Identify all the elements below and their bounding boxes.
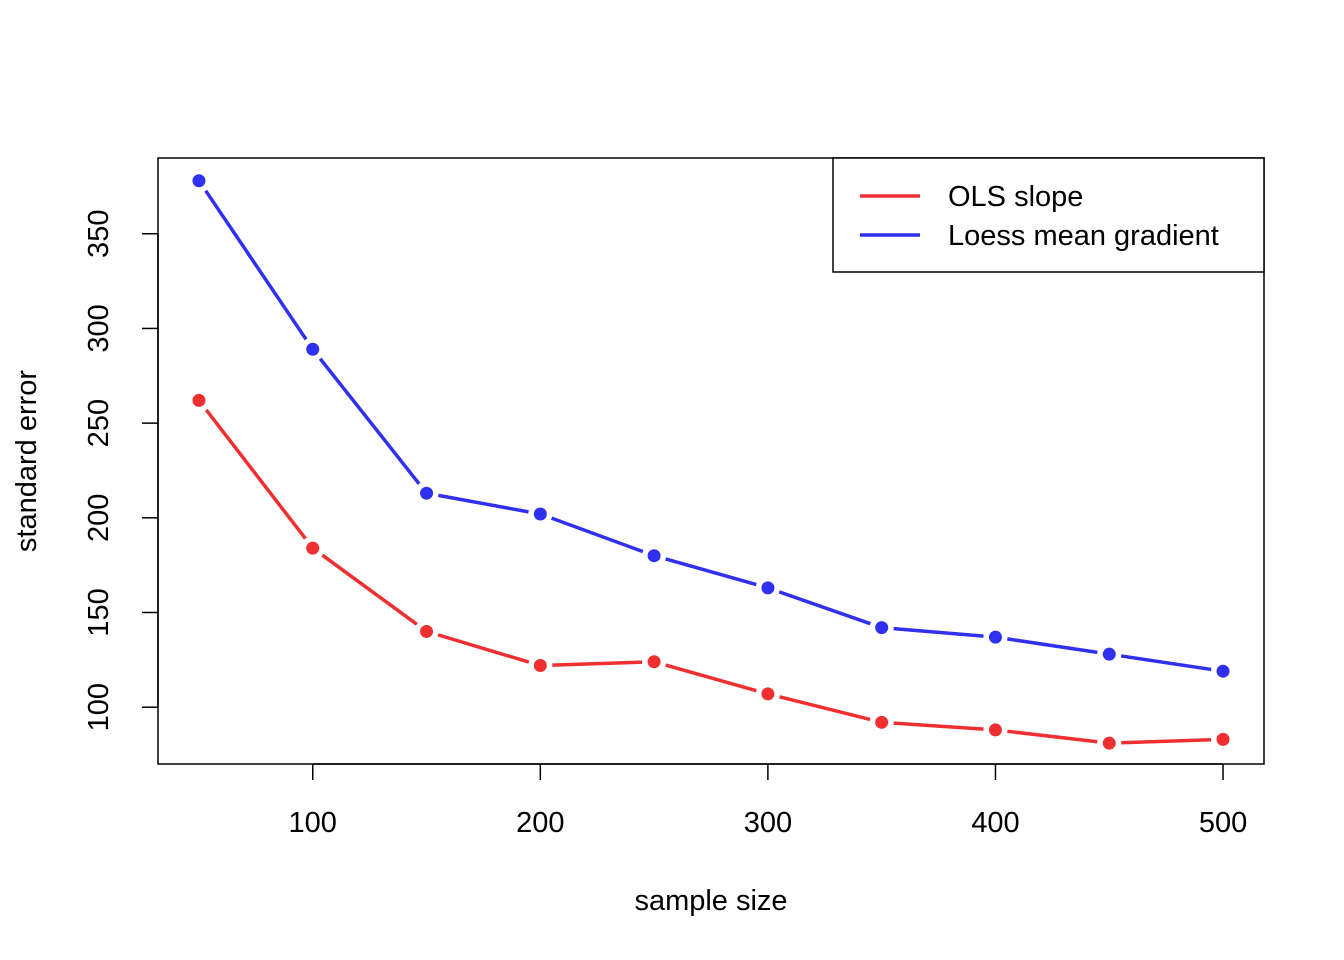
line-segment [204, 189, 308, 341]
series-ols-slope [192, 393, 1230, 750]
x-tick-label: 500 [1199, 807, 1247, 839]
x-axis: 100 200 300 400 500 [289, 763, 1247, 839]
data-point [761, 687, 775, 701]
data-point [533, 507, 547, 521]
legend-label: Loess mean gradient [948, 220, 1219, 252]
data-point [420, 624, 434, 638]
x-tick-label: 100 [289, 807, 337, 839]
data-point [306, 541, 320, 555]
line-segment [893, 721, 984, 731]
data-point [192, 174, 206, 188]
line-segment [665, 663, 757, 693]
legend-label: OLS slope [948, 181, 1083, 213]
line-segment [1121, 738, 1212, 745]
line-segment [437, 633, 530, 664]
data-point [875, 621, 889, 635]
legend: OLS slope Loess mean gradient [832, 157, 1265, 273]
data-point [1216, 732, 1230, 746]
line-segment [1007, 637, 1098, 655]
legend-box [832, 157, 1265, 273]
series-layer [192, 174, 1230, 750]
series-loess-mean-gradient [192, 174, 1230, 678]
data-point [647, 549, 661, 563]
line-segment [1120, 654, 1212, 672]
line-segment [665, 557, 757, 587]
data-point [533, 659, 547, 673]
y-tick-label: 250 [83, 399, 115, 447]
data-point [306, 342, 320, 356]
data-point [647, 655, 661, 669]
data-point [761, 581, 775, 595]
line-segment [204, 408, 307, 540]
line-segment [779, 695, 871, 722]
data-point [1102, 736, 1116, 750]
y-tick-label: 150 [83, 588, 115, 636]
y-axis: 100 150 200 250 300 350 [83, 210, 159, 731]
data-point [420, 486, 434, 500]
line-segment [1007, 729, 1098, 744]
line-segment [778, 590, 871, 626]
line-segment [318, 357, 421, 485]
x-tick-label: 300 [744, 807, 792, 839]
x-tick-label: 200 [516, 807, 564, 839]
x-tick-label: 400 [971, 807, 1019, 839]
x-axis-title: sample size [634, 885, 787, 917]
data-point [192, 393, 206, 407]
data-point [988, 630, 1002, 644]
data-point [875, 715, 889, 729]
y-tick-label: 300 [83, 304, 115, 352]
y-tick-label: 100 [83, 683, 115, 731]
y-axis-title: standard error [11, 370, 43, 552]
line-segment [438, 493, 529, 514]
line-segment [552, 660, 643, 667]
data-point [988, 723, 1002, 737]
line-segment [550, 516, 644, 554]
y-tick-label: 200 [83, 494, 115, 542]
data-point [1102, 647, 1116, 661]
line-segment [321, 553, 418, 626]
line-segment [893, 626, 984, 638]
y-tick-label: 350 [83, 210, 115, 258]
data-point [1216, 664, 1230, 678]
